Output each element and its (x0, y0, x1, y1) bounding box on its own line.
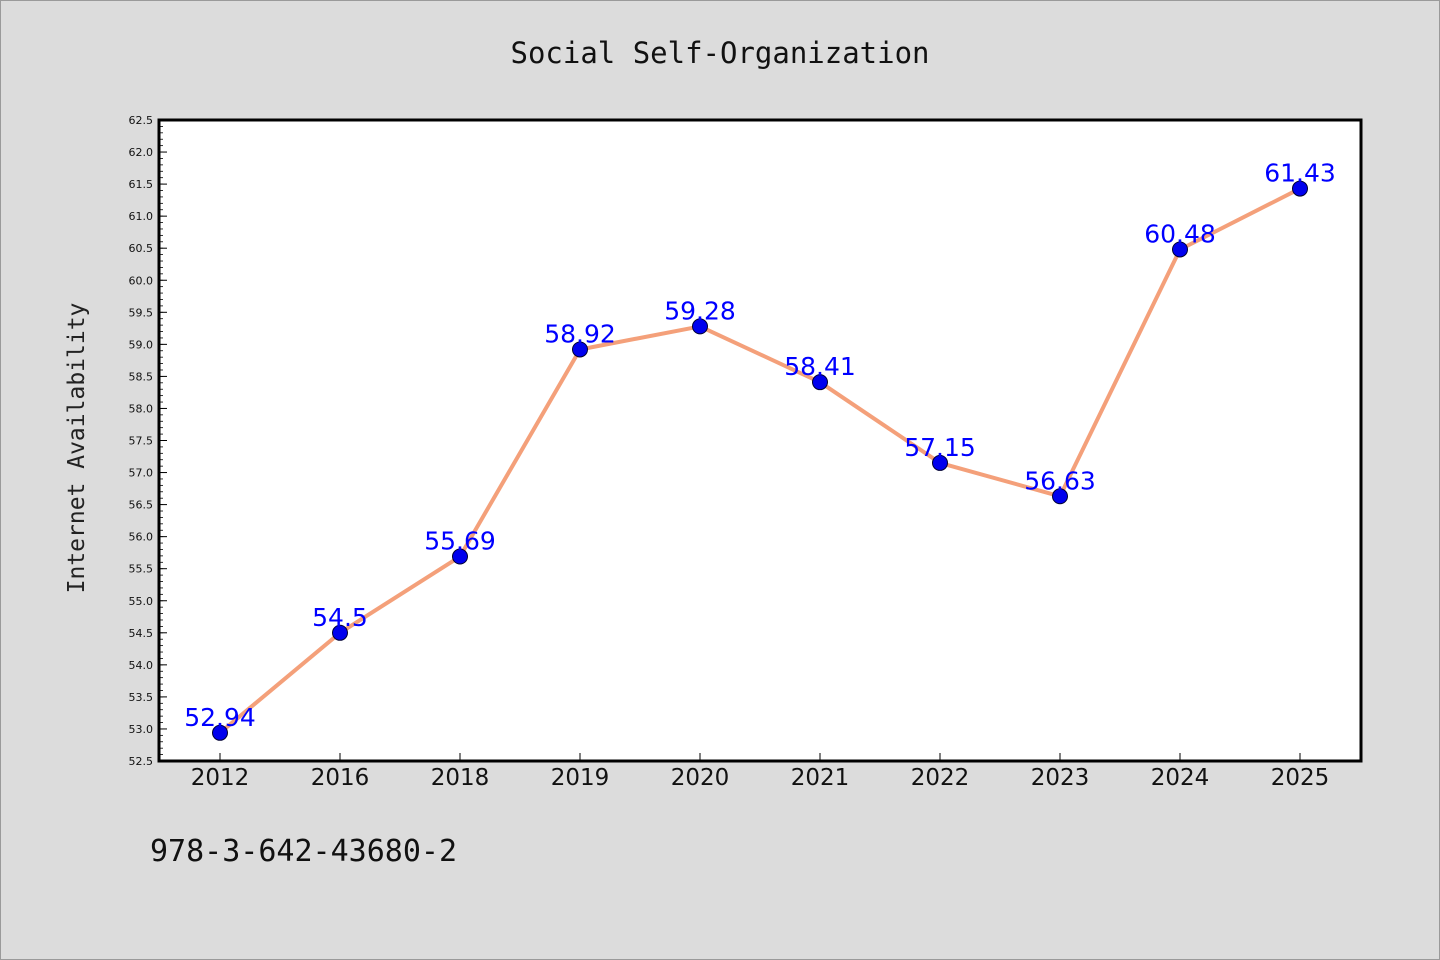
data-label: 55.69 (424, 527, 496, 556)
x-tick-label: 2025 (1271, 765, 1330, 791)
data-label: 58.41 (784, 352, 856, 381)
data-label: 52.94 (184, 703, 256, 732)
series-layer (212, 180, 1308, 741)
series-line (218, 186, 1301, 735)
y-tick-label: 56.0 (129, 531, 154, 544)
y-tick-label: 62.0 (129, 146, 154, 159)
data-point (212, 724, 228, 741)
x-tick-label: 2024 (1151, 765, 1210, 791)
data-label: 59.28 (664, 296, 736, 325)
x-tick-label: 2016 (311, 765, 370, 791)
y-tick-label: 58.5 (129, 370, 154, 383)
data-point (692, 318, 708, 335)
data-label: 61.43 (1264, 159, 1336, 188)
y-tick-label: 56.5 (129, 499, 154, 512)
chart-title: Social Self-Organization (510, 36, 929, 70)
data-label: 58.92 (544, 319, 616, 348)
y-tick-label: 60.0 (129, 274, 154, 287)
y-tick-label: 55.0 (129, 595, 154, 608)
y-tick-label: 58.0 (129, 402, 154, 415)
y-tick-label: 57.5 (129, 435, 154, 448)
x-tick-label: 2022 (911, 765, 970, 791)
footer-isbn-code: 978-3-642-43680-2 (150, 834, 458, 869)
x-tick-label: 2021 (791, 765, 850, 791)
y-axis-label: Internet Availability (64, 303, 90, 594)
x-tick-label: 2018 (431, 765, 490, 791)
data-point (1292, 180, 1308, 197)
y-tick-label: 60.5 (129, 242, 154, 255)
data-label: 56.63 (1024, 466, 1096, 495)
y-tick-label: 53.0 (129, 723, 154, 736)
data-point (572, 341, 588, 358)
data-point (812, 374, 828, 391)
data-label: 60.48 (1144, 219, 1216, 248)
data-label-layer: 52.94 54.5 55.69 58.92 59.28 58.41 57.15 56.63 6… (184, 159, 1336, 732)
y-tick-label: 53.5 (129, 691, 154, 704)
y-tick-label: 59.0 (129, 338, 154, 351)
x-tick-label: 2023 (1031, 765, 1090, 791)
y-tick-label: 59.5 (129, 306, 154, 319)
y-tick-label: 57.0 (129, 467, 154, 480)
data-point (1052, 488, 1068, 505)
y-tick-label: 55.5 (129, 563, 154, 576)
y-tick-label: 54.0 (129, 659, 154, 672)
y-axis-ticks: 52.5 53.0 53.5 54.0 54.5 55.0 55.5 56.0 56.5 57.0… (129, 114, 167, 768)
x-tick-label: 2019 (551, 765, 610, 791)
y-tick-label: 61.5 (129, 178, 154, 191)
data-label: 54.5 (312, 603, 368, 632)
y-tick-label: 62.5 (129, 114, 154, 127)
y-tick-label: 61.0 (129, 210, 154, 223)
data-label: 57.15 (904, 433, 976, 462)
data-point (452, 548, 468, 565)
x-tick-label: 2020 (671, 765, 730, 791)
data-point (332, 624, 348, 641)
data-point (1172, 241, 1188, 258)
data-point (932, 454, 948, 471)
x-axis-ticks: 2012 2016 2018 2019 2020 2021 2022 2023 2024 2025 (191, 753, 1330, 791)
y-tick-label: 52.5 (129, 755, 154, 768)
x-tick-label: 2012 (191, 765, 250, 791)
plot-area (157, 118, 1363, 763)
y-tick-label: 54.5 (129, 627, 154, 640)
